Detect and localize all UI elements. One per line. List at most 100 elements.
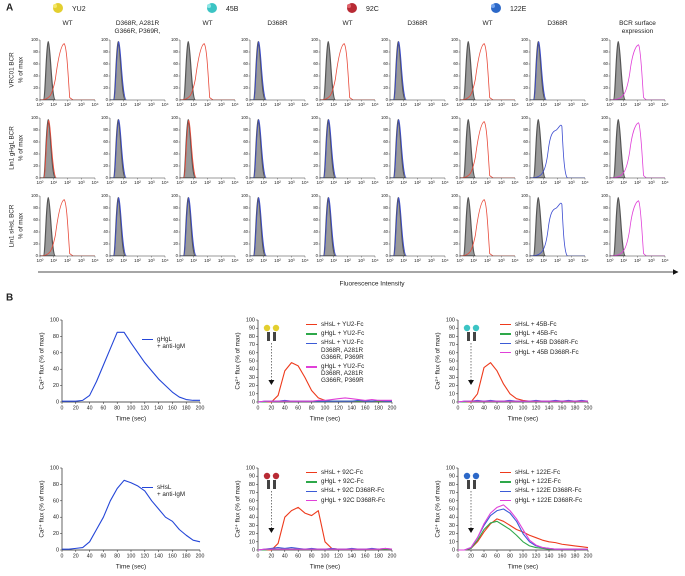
y-axis-label: Ca²⁺ flux (% of max) bbox=[435, 332, 442, 389]
y-tick-label: 60 bbox=[453, 61, 458, 66]
y-tick-label: 60 bbox=[523, 61, 528, 66]
bcr-icon bbox=[273, 332, 276, 341]
y-tick-label: 80 bbox=[243, 205, 248, 210]
x-tick-label: 80 bbox=[309, 553, 315, 559]
virus-icon bbox=[347, 3, 357, 13]
x-tick-label: 0 bbox=[257, 553, 260, 559]
y-tick-label: 20 bbox=[523, 163, 528, 168]
x-tick-label: 200 bbox=[196, 405, 205, 411]
histogram-panel: 0 20 40 60 80 100 10⁰ 10¹ 10² 10³ 10⁴ bbox=[31, 115, 99, 185]
x-tick-label: 10² bbox=[344, 180, 351, 185]
x-tick-label: 10² bbox=[204, 102, 211, 107]
x-tick-label: 10⁴ bbox=[441, 102, 448, 107]
legend-label: sHsL + 92C-Fc bbox=[321, 469, 363, 476]
x-tick-label: 10³ bbox=[648, 258, 655, 263]
x-tick-label: 60 bbox=[494, 553, 500, 559]
y-tick-label: 60 bbox=[173, 139, 178, 144]
legend-item: sHsL + YU2-Fc D368R, A281R G366R, P369R bbox=[306, 339, 364, 361]
x-tick-label: 10² bbox=[484, 180, 491, 185]
line-chart: 0 10 20 30 40 50 60 70 80 90 100 0 20 40 60 80 100 120 140… bbox=[235, 465, 397, 570]
x-tick-label: 0 bbox=[457, 553, 460, 559]
legend-item: gHgL + 92C-Fc bbox=[306, 478, 385, 485]
y-tick-label: 100 bbox=[241, 193, 249, 198]
column-header: WT bbox=[342, 20, 353, 27]
data-line bbox=[258, 506, 392, 551]
x-tick-label: 10⁰ bbox=[387, 102, 394, 107]
y-tick-label: 20 bbox=[383, 241, 388, 246]
legend-swatch bbox=[306, 342, 317, 344]
y-tick-label: 40 bbox=[249, 367, 255, 373]
y-tick-label: 30 bbox=[249, 375, 255, 381]
x-axis-label: Time (sec) bbox=[310, 416, 340, 423]
x-tick-label: 10¹ bbox=[50, 102, 57, 107]
y-tick-label: 60 bbox=[383, 217, 388, 222]
y-tick-label: 0 bbox=[452, 399, 455, 405]
y-tick-label: 60 bbox=[53, 498, 59, 504]
x-tick-label: 10² bbox=[414, 102, 421, 107]
data-line bbox=[62, 331, 200, 402]
x-tick-label: 10⁰ bbox=[457, 102, 464, 107]
y-tick-label: 20 bbox=[453, 241, 458, 246]
legend-label: sHsL + 45B D368R-Fc bbox=[515, 339, 578, 347]
injection-arrowhead bbox=[468, 528, 474, 533]
x-tick-label: 180 bbox=[182, 553, 191, 559]
y-tick-label: 0 bbox=[246, 253, 249, 258]
x-tick-label: 60 bbox=[101, 405, 107, 411]
x-axis-label: Time (sec) bbox=[116, 564, 146, 571]
bcr-icon bbox=[267, 332, 270, 341]
antigen-icon bbox=[263, 472, 271, 480]
legend-swatch bbox=[142, 339, 153, 341]
x-tick-label: 40 bbox=[481, 405, 487, 411]
data-line bbox=[458, 520, 588, 551]
x-tick-label: 120 bbox=[334, 405, 343, 411]
column-header: D368R bbox=[547, 20, 568, 27]
x-tick-label: 180 bbox=[182, 405, 191, 411]
y-tick-label: 80 bbox=[603, 205, 608, 210]
x-tick-label: 10³ bbox=[218, 102, 225, 107]
legend-label: gHgL + YU2-Fc bbox=[321, 330, 365, 338]
x-tick-label: 20 bbox=[468, 553, 474, 559]
x-tick-label: 10⁰ bbox=[527, 258, 534, 263]
y-tick-label: 0 bbox=[106, 175, 109, 180]
y-tick-label: 0 bbox=[252, 399, 255, 405]
y-tick-label: 20 bbox=[453, 85, 458, 90]
y-tick-label: 60 bbox=[449, 350, 455, 356]
x-tick-label: 10¹ bbox=[620, 258, 627, 263]
y-tick-label: 0 bbox=[456, 175, 459, 180]
y-tick-label: 0 bbox=[56, 399, 59, 405]
histogram-panel: 0 20 40 60 80 100 10⁰ 10¹ 10² 10³ 10⁴ bbox=[521, 115, 589, 185]
histogram-panel: 0 20 40 60 80 100 10⁰ 10¹ 10² 10³ 10⁴ bbox=[101, 37, 169, 107]
legend-item: gHgL + 45B-Fc bbox=[500, 330, 579, 337]
x-tick-label: 10⁰ bbox=[107, 258, 114, 263]
y-tick-label: 10 bbox=[449, 391, 455, 397]
legend-item: gHgL + 45B D368R-Fc bbox=[500, 349, 579, 356]
x-tick-label: 10⁴ bbox=[511, 180, 518, 185]
y-tick-label: 20 bbox=[603, 241, 608, 246]
x-tick-label: 10¹ bbox=[190, 180, 197, 185]
histogram-panel: 0 20 40 60 80 100 10⁰ 10¹ 10² 10³ 10⁴ bbox=[31, 193, 99, 263]
y-tick-label: 100 bbox=[31, 115, 39, 120]
data-line bbox=[458, 518, 589, 551]
y-tick-label: 70 bbox=[449, 342, 455, 348]
y-tick-label: 100 bbox=[311, 115, 319, 120]
legend-swatch bbox=[306, 324, 317, 326]
x-tick-label: 10³ bbox=[78, 180, 85, 185]
x-tick-label: 10³ bbox=[218, 180, 225, 185]
y-tick-label: 50 bbox=[449, 358, 455, 364]
y-tick-label: 60 bbox=[453, 139, 458, 144]
x-tick-label: 10³ bbox=[428, 102, 435, 107]
y-tick-label: 40 bbox=[103, 229, 108, 234]
legend-label: gHgL + 45B-Fc bbox=[515, 330, 558, 338]
x-tick-label: 10¹ bbox=[50, 180, 57, 185]
x-tick-label: 10⁴ bbox=[581, 258, 588, 263]
histogram-panel: 0 20 40 60 80 100 10⁰ 10¹ 10² 10³ 10⁴ bbox=[311, 115, 379, 185]
virus-icon bbox=[491, 3, 501, 13]
y-axis-label: Ca²⁺ flux (% of max) bbox=[39, 332, 46, 389]
panel-label: A bbox=[6, 3, 13, 14]
x-tick-label: 10¹ bbox=[50, 258, 57, 263]
y-tick-label: 60 bbox=[33, 139, 38, 144]
y-tick-label: 100 bbox=[446, 317, 455, 323]
injection-arrowhead bbox=[268, 380, 275, 385]
x-tick-label: 10⁰ bbox=[37, 180, 44, 185]
